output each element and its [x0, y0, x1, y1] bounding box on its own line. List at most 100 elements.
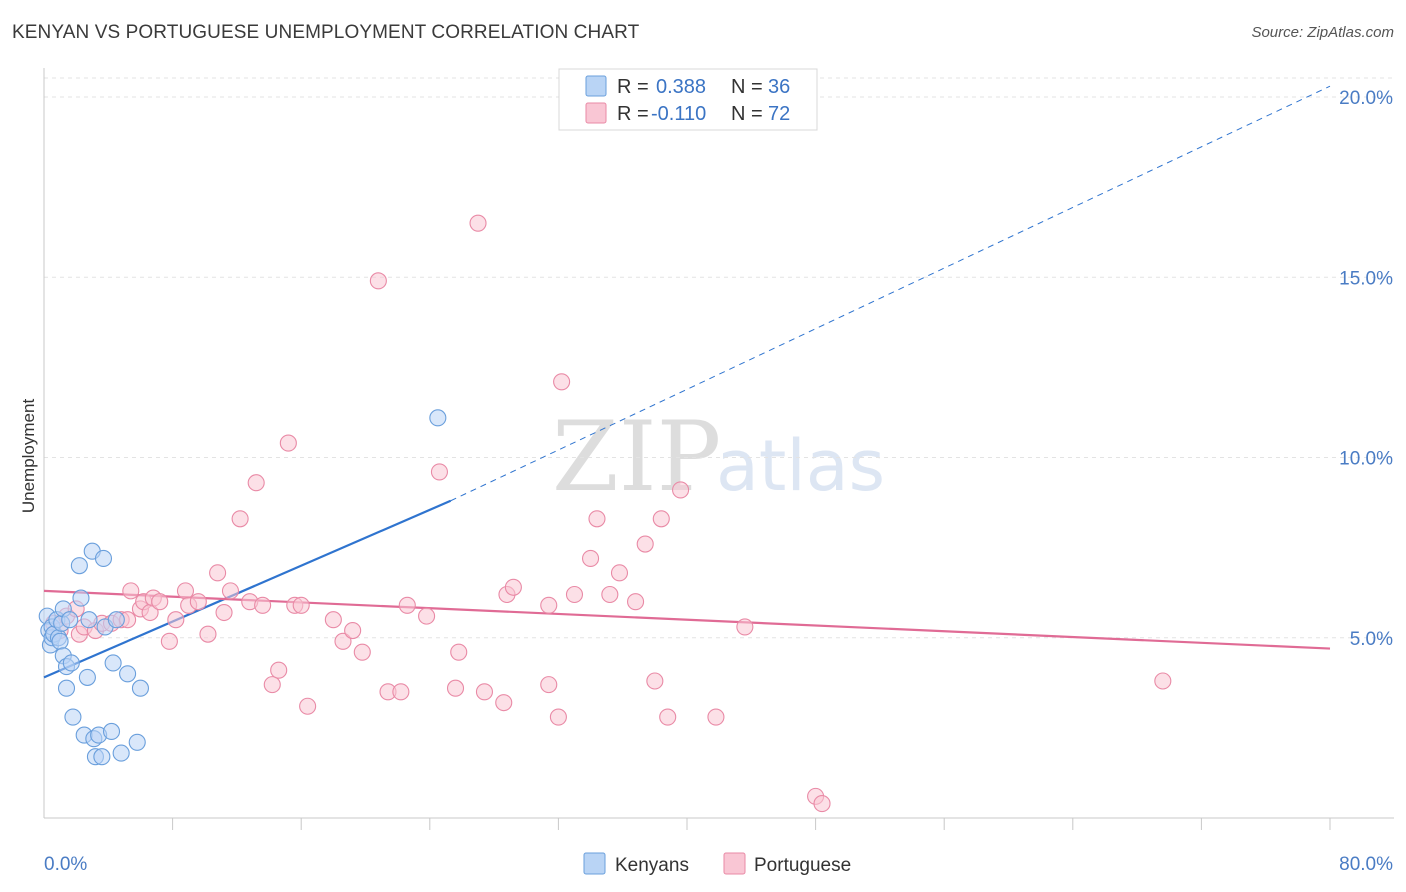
- point-kenyans-26: [93, 748, 111, 766]
- bottom-legend-label-portuguese: Portuguese: [754, 855, 851, 876]
- point-portuguese-31: [270, 661, 288, 679]
- point-portuguese-46: [446, 679, 465, 697]
- y-tick-label-0: 5.0%: [1350, 629, 1393, 650]
- point-portuguese-25: [221, 582, 240, 600]
- point-kenyans-32: [112, 744, 130, 762]
- point-portuguese-29: [254, 596, 272, 614]
- legend-r-label-portuguese: R =: [617, 103, 649, 125]
- trend-line-portuguese: [43, 589, 1331, 650]
- point-portuguese-66: [659, 708, 677, 726]
- legend-n-value-portuguese: 72: [768, 103, 790, 125]
- point-portuguese-45: [430, 463, 448, 481]
- legend-r-value-kenyans: 0.388: [656, 76, 706, 98]
- legend-n-label-kenyans: N =: [731, 76, 763, 98]
- point-portuguese-42: [392, 683, 410, 701]
- point-portuguese-34: [292, 596, 310, 614]
- chart-source: Source: ZipAtlas.com: [1251, 24, 1394, 41]
- legend-swatch-kenyans: [585, 75, 607, 97]
- x-tick-label-1: 80.0%: [1339, 854, 1393, 875]
- point-portuguese-68: [707, 708, 725, 726]
- point-portuguese-54: [540, 596, 558, 614]
- point-kenyans-17: [70, 557, 88, 575]
- point-portuguese-22: [199, 625, 217, 643]
- point-portuguese-62: [627, 593, 645, 611]
- point-portuguese-36: [324, 611, 342, 629]
- legend-swatch-portuguese: [585, 102, 607, 124]
- point-kenyans-20: [78, 668, 96, 686]
- point-portuguese-53: [540, 676, 558, 694]
- point-portuguese-19: [176, 582, 195, 600]
- point-kenyans-35: [131, 679, 149, 697]
- point-kenyans-31: [107, 611, 125, 629]
- axes: [43, 68, 1394, 830]
- watermark-atlas: atlas: [716, 425, 885, 507]
- point-portuguese-59: [588, 510, 606, 528]
- chart-title: KENYAN VS PORTUGUESE UNEMPLOYMENT CORREL…: [12, 22, 640, 43]
- legend-n-label-portuguese: N =: [731, 103, 763, 125]
- point-kenyans-34: [128, 733, 146, 751]
- point-kenyans-8: [51, 632, 69, 650]
- tick-labels: 5.0% 10.0% 15.0% 20.0% 0.0% 80.0%: [44, 88, 1393, 875]
- point-kenyans-27: [94, 549, 113, 567]
- point-portuguese-52: [504, 578, 522, 596]
- x-tick-label-0: 0.0%: [44, 854, 87, 875]
- point-portuguese-49: [475, 683, 494, 701]
- point-kenyans-36: [429, 409, 447, 427]
- point-portuguese-21: [189, 593, 207, 611]
- point-portuguese-30: [263, 676, 281, 694]
- y-tick-label-2: 15.0%: [1339, 268, 1393, 289]
- bottom-legend-label-kenyans: Kenyans: [615, 855, 689, 876]
- point-portuguese-32: [279, 434, 297, 452]
- y-axis-title: Unemployment: [19, 399, 38, 514]
- point-kenyans-13: [57, 679, 76, 697]
- point-kenyans-29: [102, 722, 121, 741]
- point-portuguese-35: [299, 697, 317, 715]
- point-portuguese-43: [398, 596, 416, 614]
- point-portuguese-64: [646, 672, 664, 690]
- point-portuguese-26: [231, 510, 249, 528]
- point-portuguese-72: [1154, 672, 1172, 690]
- legend-n-value-kenyans: 36: [768, 76, 790, 98]
- point-portuguese-56: [553, 373, 571, 391]
- point-portuguese-23: [209, 564, 227, 582]
- point-portuguese-16: [151, 593, 169, 611]
- bottom-legend-swatch-portuguese: [723, 852, 746, 875]
- point-portuguese-47: [450, 643, 468, 661]
- point-kenyans-33: [119, 665, 137, 683]
- point-portuguese-61: [610, 564, 629, 582]
- point-portuguese-44: [418, 607, 436, 625]
- legend: R = 0.388 N = 36 R = -0.110 N = 72: [558, 68, 818, 131]
- legend-r-value-portuguese: -0.110: [651, 103, 706, 125]
- point-portuguese-18: [167, 611, 185, 629]
- point-kenyans-30: [104, 654, 122, 672]
- point-kenyans-18: [72, 589, 90, 607]
- point-portuguese-55: [549, 708, 567, 726]
- point-portuguese-67: [672, 481, 690, 499]
- y-tick-label-1: 10.0%: [1339, 449, 1393, 470]
- point-portuguese-71: [813, 795, 831, 813]
- point-portuguese-37: [334, 632, 352, 650]
- point-portuguese-17: [160, 632, 178, 650]
- point-portuguese-28: [247, 474, 265, 492]
- point-portuguese-69: [736, 618, 754, 636]
- legend-r-label-kenyans: R =: [617, 76, 649, 98]
- point-portuguese-48: [469, 214, 487, 232]
- point-portuguese-65: [652, 510, 670, 528]
- point-portuguese-40: [369, 272, 387, 290]
- point-kenyans-16: [64, 708, 82, 726]
- point-portuguese-24: [215, 603, 233, 622]
- data-points: [38, 214, 1172, 813]
- point-portuguese-11: [122, 582, 140, 600]
- y-tick-label-3: 20.0%: [1339, 88, 1393, 109]
- trend-line-kenyans: [43, 499, 452, 679]
- trend-line-kenyans-extension: [450, 85, 1331, 502]
- gridlines: [44, 77, 1394, 639]
- point-kenyans-21: [80, 611, 98, 629]
- bottom-legend: Kenyans Portuguese: [583, 852, 851, 876]
- point-kenyans-14: [61, 611, 79, 629]
- point-portuguese-63: [636, 535, 654, 553]
- point-portuguese-38: [344, 621, 362, 640]
- point-portuguese-50: [495, 694, 513, 712]
- point-kenyans-15: [62, 654, 80, 672]
